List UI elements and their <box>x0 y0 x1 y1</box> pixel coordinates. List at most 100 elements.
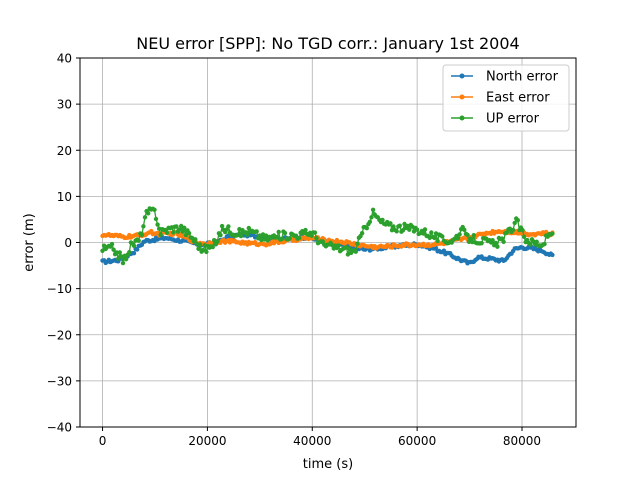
data-point <box>380 217 385 223</box>
data-point <box>422 227 428 232</box>
data-point <box>131 251 137 256</box>
x-tick-label: 40000 <box>293 434 331 448</box>
data-point <box>100 248 105 253</box>
data-point <box>114 250 119 255</box>
y-tick-label: 30 <box>57 98 72 112</box>
data-point <box>246 225 251 231</box>
x-tick-label: 60000 <box>398 434 436 448</box>
data-point <box>369 215 374 220</box>
data-point <box>355 241 360 246</box>
data-point <box>146 211 151 216</box>
data-point <box>117 250 123 255</box>
data-point <box>394 229 399 234</box>
data-point <box>493 240 498 246</box>
data-point <box>210 244 215 250</box>
data-point <box>455 236 461 241</box>
data-point <box>479 241 484 246</box>
data-point <box>429 230 434 235</box>
data-point <box>534 239 539 244</box>
legend-marker <box>459 115 465 121</box>
y-tick-label: 20 <box>57 144 72 158</box>
y-tick-label: 10 <box>57 190 72 204</box>
data-point <box>364 226 369 231</box>
data-point <box>336 243 341 248</box>
data-point <box>141 224 146 229</box>
x-tick-label: 20000 <box>188 434 226 448</box>
data-point <box>116 256 121 261</box>
data-point <box>490 238 495 243</box>
data-point <box>501 239 506 244</box>
x-axis-ticks: 0 20000 40000 60000 80000 <box>99 427 541 448</box>
data-point <box>421 231 426 236</box>
data-point <box>510 227 516 233</box>
data-point <box>303 227 308 233</box>
data-point <box>153 216 159 222</box>
data-point <box>111 247 116 252</box>
data-point <box>432 235 437 241</box>
data-point <box>495 244 500 249</box>
data-point <box>440 234 445 239</box>
data-point <box>504 230 509 235</box>
data-point <box>174 224 179 229</box>
y-tick-label: 40 <box>57 52 72 66</box>
data-point <box>182 225 187 230</box>
data-point <box>109 241 115 247</box>
data-point <box>550 252 555 258</box>
data-point <box>123 257 129 262</box>
y-tick-label: −40 <box>47 421 72 435</box>
data-point <box>218 232 223 238</box>
data-point <box>353 249 358 254</box>
data-point <box>152 207 157 212</box>
data-point <box>359 231 365 236</box>
data-point <box>465 232 470 237</box>
chart-title: NEU error [SPP]: No TGD corr.: January 1… <box>136 34 519 53</box>
data-point <box>287 236 292 241</box>
data-point <box>520 227 525 233</box>
data-point <box>457 232 462 237</box>
data-point <box>407 227 412 232</box>
data-point <box>528 242 533 247</box>
data-point <box>314 236 319 241</box>
data-point <box>435 238 440 244</box>
x-tick-label: 0 <box>99 434 107 448</box>
y-tick-label: −10 <box>47 282 72 296</box>
data-point <box>204 249 209 255</box>
data-point <box>245 232 250 237</box>
x-axis-label: time (s) <box>303 457 353 472</box>
series-up-error <box>100 206 555 266</box>
data-point <box>180 229 185 234</box>
data-point <box>196 246 201 251</box>
data-point <box>265 238 270 243</box>
data-point <box>197 242 203 247</box>
data-point <box>468 236 473 241</box>
data-point <box>183 232 189 238</box>
data-point <box>312 230 318 235</box>
data-point <box>155 222 160 227</box>
data-point <box>215 239 220 244</box>
data-point <box>131 243 137 248</box>
legend-marker <box>459 94 465 100</box>
data-point <box>171 230 176 235</box>
data-point <box>400 228 406 233</box>
data-point <box>201 247 206 253</box>
data-point <box>367 219 373 224</box>
data-point <box>462 227 467 232</box>
y-tick-label: 0 <box>64 236 72 250</box>
data-point <box>276 229 281 235</box>
data-point <box>139 232 145 238</box>
data-point <box>238 233 244 239</box>
legend-label: East error <box>486 91 550 106</box>
data-point <box>297 235 302 241</box>
data-point <box>397 223 402 228</box>
data-point <box>127 250 132 255</box>
data-point <box>135 247 140 252</box>
data-point <box>515 218 520 223</box>
legend-item: UP error <box>451 112 540 127</box>
data-point <box>164 230 170 235</box>
data-point <box>219 223 225 229</box>
legend-label: UP error <box>486 112 540 127</box>
data-point <box>193 237 198 242</box>
y-axis-ticks: −40 −30 −20 −10 0 10 20 30 40 <box>47 52 80 435</box>
data-point <box>347 246 352 251</box>
data-point <box>441 248 447 253</box>
